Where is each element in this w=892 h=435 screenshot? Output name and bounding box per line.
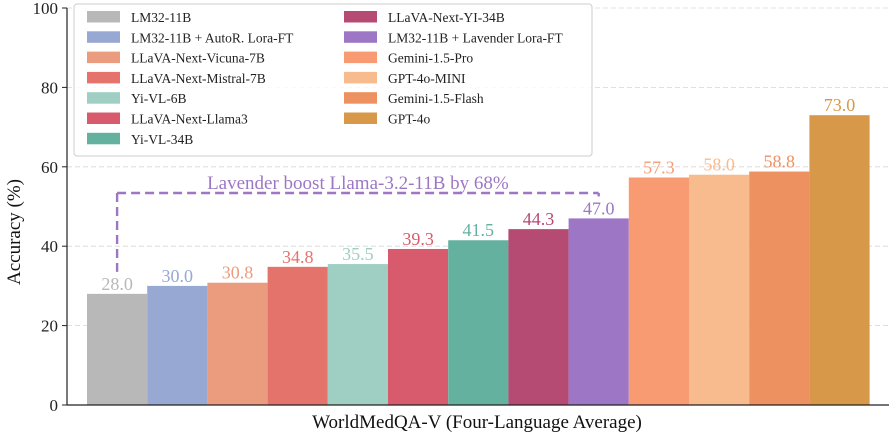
legend-label: LM32-11B + Lavender Lora-FT bbox=[388, 30, 563, 45]
legend-label: LLaVA-Next-Mistral-7B bbox=[131, 71, 266, 86]
bar-value-label: 73.0 bbox=[824, 95, 856, 115]
legend-label: LLaVA-Next-YI-34B bbox=[388, 10, 505, 25]
y-tick-label: 0 bbox=[50, 396, 59, 415]
bar bbox=[749, 171, 810, 405]
bar bbox=[628, 177, 689, 405]
bars bbox=[87, 115, 870, 405]
legend-swatch bbox=[87, 71, 120, 84]
bar bbox=[87, 293, 148, 405]
bar-value-label: 57.3 bbox=[643, 158, 675, 178]
y-tick-label: 100 bbox=[33, 0, 59, 18]
bar bbox=[689, 174, 750, 405]
legend-box bbox=[73, 3, 593, 157]
legend-label: Yi-VL-34B bbox=[131, 132, 193, 147]
legend-swatch bbox=[344, 112, 377, 124]
bar-value-label: 58.8 bbox=[764, 152, 796, 172]
legend-label: Gemini-1.5-Flash bbox=[388, 91, 484, 106]
bar-value-label: 47.0 bbox=[583, 198, 615, 218]
legend-swatch bbox=[344, 71, 377, 84]
y-tick-label: 60 bbox=[41, 158, 58, 177]
bar-value-labels: 28.0 30.0 30.8 34.8 35.5 39.3 41.5 44.3 47.0 57.3… bbox=[101, 95, 855, 294]
bar bbox=[568, 218, 629, 405]
legend: LM32-11B LM32-11B + AutoR. Lora-FT LLaVA-N… bbox=[73, 3, 593, 157]
legend-label: GPT-4o-MINI bbox=[388, 71, 466, 86]
legend-swatch bbox=[344, 51, 377, 64]
legend-swatch bbox=[344, 31, 377, 43]
legend-label: LM32-11B bbox=[131, 10, 191, 25]
bar-value-label: 28.0 bbox=[101, 274, 133, 294]
bar-value-label: 44.3 bbox=[523, 209, 555, 229]
legend-label: Yi-VL-6B bbox=[131, 91, 187, 106]
bar-value-label: 30.0 bbox=[162, 266, 194, 286]
legend-label: LLaVA-Next-Vicuna-7B bbox=[131, 51, 265, 66]
legend-label: LM32-11B + AutoR. Lora-FT bbox=[131, 30, 294, 45]
y-tick-label: 80 bbox=[41, 78, 58, 97]
legend-swatch bbox=[87, 11, 120, 23]
bar bbox=[809, 115, 870, 405]
bar bbox=[267, 266, 328, 405]
annotation: Lavender boost Llama-3.2-11B by 68% bbox=[115, 173, 600, 272]
legend-swatch bbox=[87, 112, 120, 124]
bar-value-label: 58.0 bbox=[703, 155, 735, 175]
legend-label: GPT-4o bbox=[388, 112, 431, 127]
bar bbox=[388, 248, 449, 405]
bar-value-label: 30.8 bbox=[222, 263, 254, 283]
bar bbox=[508, 229, 569, 405]
bar-value-label: 34.8 bbox=[282, 247, 314, 267]
bar bbox=[448, 240, 509, 405]
legend-swatch bbox=[87, 31, 120, 43]
legend-swatch bbox=[344, 11, 377, 23]
y-tick-label: 40 bbox=[41, 237, 58, 256]
x-axis-title: WorldMedQA-V (Four-Language Average) bbox=[312, 412, 642, 433]
legend-swatch bbox=[344, 92, 377, 104]
bar-value-label: 39.3 bbox=[402, 229, 434, 249]
bar-value-label: 41.5 bbox=[463, 220, 495, 240]
bar-value-label: 35.5 bbox=[342, 244, 374, 264]
bar bbox=[327, 264, 388, 405]
legend-label: Gemini-1.5-Pro bbox=[388, 51, 473, 66]
bar bbox=[147, 285, 208, 405]
legend-label: LLaVA-Next-Llama3 bbox=[131, 112, 248, 127]
legend-swatch bbox=[87, 51, 120, 64]
y-tick-label: 20 bbox=[41, 317, 58, 336]
axes: 0 20 40 60 80 100 bbox=[33, 0, 889, 415]
bar bbox=[207, 282, 268, 405]
y-axis-title: Accuracy (%) bbox=[4, 179, 25, 285]
legend-swatch bbox=[87, 92, 120, 104]
annotation-text: Lavender boost Llama-3.2-11B by 68% bbox=[207, 173, 509, 194]
legend-swatch bbox=[87, 132, 120, 145]
